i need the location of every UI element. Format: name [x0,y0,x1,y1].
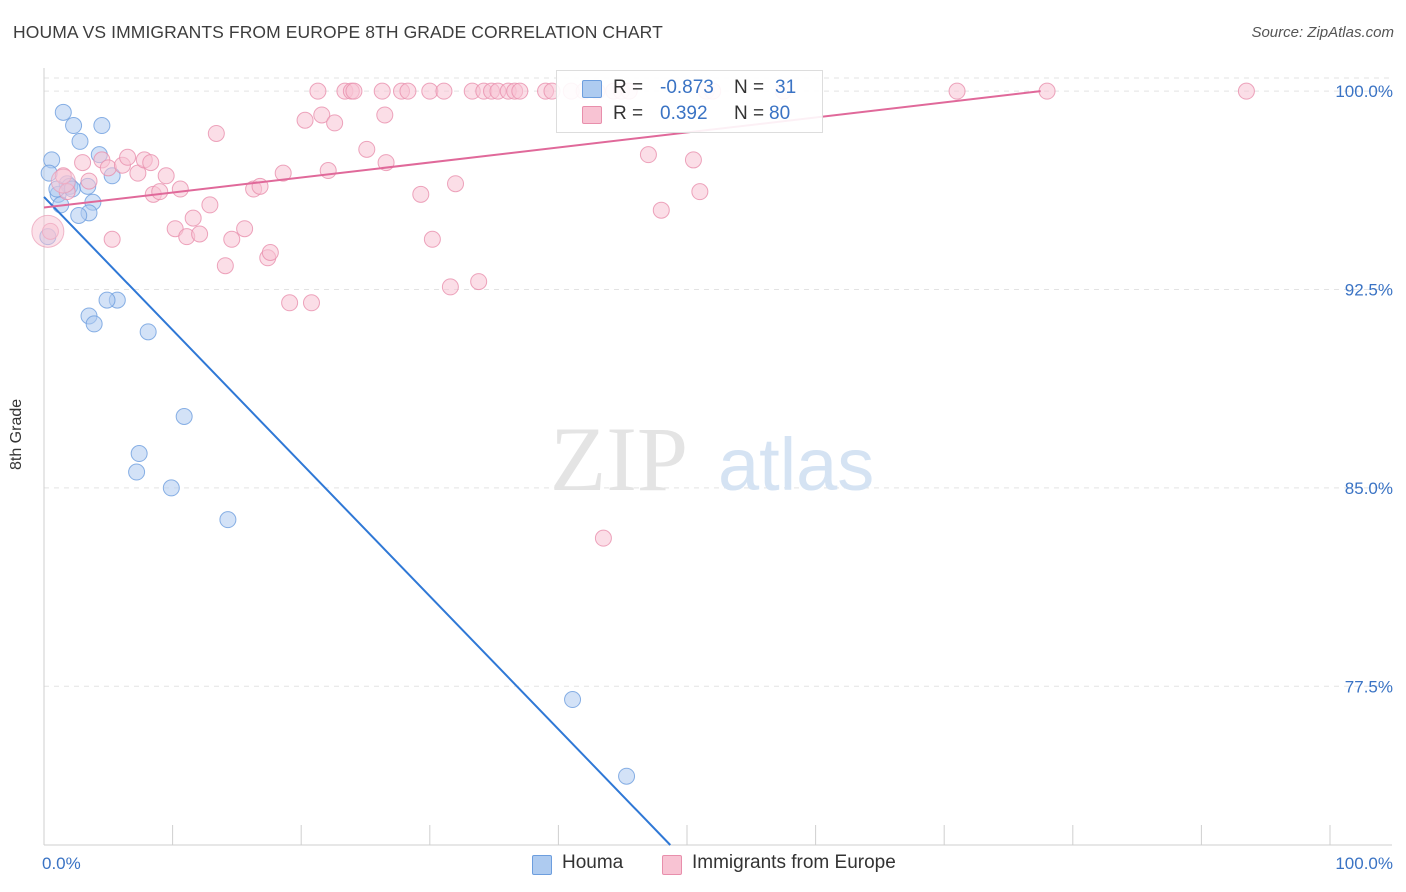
europe-point [412,185,430,203]
stats-legend-row-europe: R = 0.392 N = 80 [557,101,822,127]
y-tick-label: 77.5% [1345,677,1393,696]
europe-point [274,164,292,182]
houma-point [65,117,83,135]
europe-point [216,257,234,275]
europe-point [358,140,376,158]
europe-point [511,82,529,100]
watermark-atlas: atlas [718,423,874,506]
r-label: R = [613,77,644,98]
watermark-zip: ZIP [550,408,688,510]
europe-point [684,151,702,169]
europe-point [166,220,184,238]
n-label: N = [734,103,765,124]
europe-point [151,183,169,201]
europe-point [421,82,439,100]
europe-point [594,529,612,547]
n-value: 80 [769,103,791,124]
y-tick-label: 85.0% [1345,479,1393,498]
europe-point-large [31,214,65,248]
europe-point [399,82,417,100]
europe-point [302,294,320,312]
europe-point [376,106,394,124]
europe-point [99,159,117,177]
houma-point [162,479,180,497]
houma-point [128,463,146,481]
europe-point [447,175,465,193]
europe-point [80,172,98,190]
europe-point [119,148,137,166]
houma-point [54,103,72,121]
legend-houma-swatch [532,855,552,875]
europe-point [948,82,966,100]
europe-point [1038,82,1056,100]
europe-point [639,146,657,164]
source-label: Source: ZipAtlas.com [1251,24,1394,41]
n-value: 31 [775,77,797,98]
europe-point [691,183,709,201]
europe-point [207,124,225,142]
europe-point [309,82,327,100]
europe-point-large [50,168,76,194]
houma-point [70,206,88,224]
grid-layer [44,77,1392,687]
chart-title: HOUMA VS IMMIGRANTS FROM EUROPE 8TH GRAD… [13,22,663,42]
stats-legend-row-houma: R = -0.873 N = 31 [557,75,822,101]
r-label: R = [613,103,644,124]
houma-point [618,767,636,785]
houma-point [130,445,148,463]
houma-point [175,408,193,426]
europe-point [281,294,299,312]
europe-point [103,230,121,248]
houma-swatch [582,80,602,98]
trend-layer [43,90,1041,846]
watermark: ZIP atlas [550,408,874,510]
x-tick-label: 0.0% [42,854,81,873]
europe-point [191,225,209,243]
europe-point [184,209,202,227]
europe-swatch [582,106,602,124]
europe-trend-line [43,90,1041,209]
europe-point [326,114,344,132]
houma-point [93,117,111,135]
europe-point [261,244,279,262]
houma-point [71,132,89,150]
europe-point [441,278,459,296]
europe-point [236,220,254,238]
europe-point [435,82,453,100]
r-value: -0.873 [660,77,714,98]
y-tick-label: 100.0% [1335,82,1393,101]
houma-trend-line [43,196,672,846]
tick-label-layer: 100.0% 92.5% 85.0% 77.5% 0.0% 100.0% [42,82,1393,873]
europe-point [423,230,441,248]
y-tick-label: 92.5% [1345,281,1393,300]
europe-point [319,162,337,180]
houma-point [85,315,103,333]
europe-point [74,154,92,172]
europe-point [157,167,175,185]
europe-point [142,154,160,172]
europe-point [652,201,670,219]
europe-point [296,111,314,129]
legend-europe-label: Immigrants from Europe [692,852,896,873]
x-tick-label: 100.0% [1335,854,1393,873]
europe-point [373,82,391,100]
stats-legend: R = -0.873 N = 31 R = 0.392 N = 80 [556,70,823,133]
n-label: N = [734,77,765,98]
europe-point [201,196,219,214]
legend-houma-label: Houma [562,852,624,873]
europe-point [171,180,189,198]
europe-point [470,273,488,291]
europe-point [313,106,331,124]
europe-point [345,82,363,100]
houma-point [139,323,157,341]
houma-point [98,291,116,309]
houma-point [219,511,237,529]
points-layer [31,82,1255,785]
houma-point [564,691,582,709]
legend-europe-swatch [662,855,682,875]
r-value: 0.392 [660,103,708,124]
europe-point [1237,82,1255,100]
europe-point [223,230,241,248]
